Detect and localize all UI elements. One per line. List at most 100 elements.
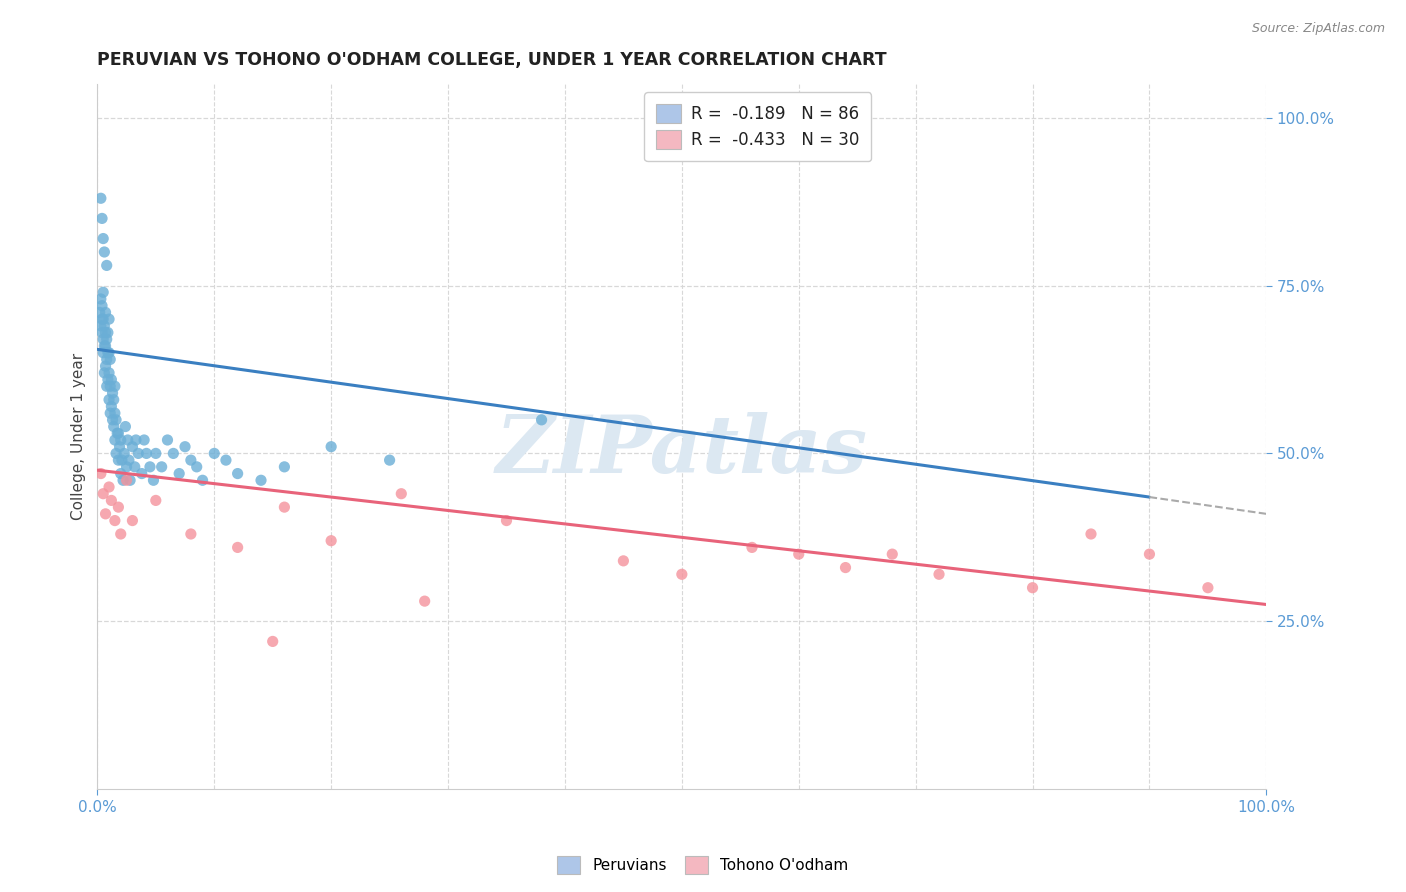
Point: [98, 379, 121, 393]
Point: [94, 359, 117, 373]
Point: [121, 514, 143, 528]
Point: [226, 541, 249, 555]
Point: [112, 473, 135, 487]
Text: ZIPatlas: ZIPatlas: [496, 412, 868, 490]
Point: [142, 473, 165, 487]
Point: [91, 345, 114, 359]
Point: [104, 514, 127, 528]
Point: [121, 440, 143, 454]
Point: [101, 386, 124, 401]
Point: [495, 514, 517, 528]
Point: [671, 567, 693, 582]
Point: [1021, 581, 1043, 595]
Point: [93, 366, 115, 380]
Point: [100, 493, 122, 508]
Point: [530, 413, 553, 427]
Point: [186, 459, 208, 474]
Point: [93, 318, 115, 333]
Point: [100, 373, 122, 387]
Point: [97, 326, 120, 340]
Point: [104, 379, 127, 393]
Point: [111, 453, 134, 467]
Point: [250, 473, 273, 487]
Point: [103, 419, 125, 434]
Point: [273, 500, 295, 515]
Point: [96, 379, 118, 393]
Point: [202, 446, 225, 460]
Point: [107, 426, 129, 441]
Point: [191, 473, 214, 487]
Point: [89, 305, 111, 319]
Text: PERUVIAN VS TOHONO O'ODHAM COLLEGE, UNDER 1 YEAR CORRELATION CHART: PERUVIAN VS TOHONO O'ODHAM COLLEGE, UNDE…: [97, 51, 887, 69]
Point: [91, 211, 114, 226]
Point: [93, 339, 115, 353]
Point: [145, 493, 167, 508]
Point: [98, 480, 121, 494]
Point: [787, 547, 810, 561]
Point: [90, 318, 112, 333]
Point: [91, 231, 114, 245]
Point: [273, 459, 295, 474]
Point: [1080, 527, 1102, 541]
Point: [226, 467, 249, 481]
Point: [131, 467, 153, 481]
Point: [321, 440, 343, 454]
Point: [262, 634, 284, 648]
Point: [98, 345, 121, 359]
Point: [90, 467, 112, 481]
Point: [215, 453, 238, 467]
Point: [110, 527, 132, 541]
Point: [107, 500, 129, 515]
Point: [105, 426, 128, 441]
Point: [98, 406, 121, 420]
Point: [97, 373, 120, 387]
Point: [101, 413, 124, 427]
Point: [120, 473, 142, 487]
Point: [91, 332, 114, 346]
Point: [1197, 581, 1219, 595]
Point: [98, 366, 121, 380]
Point: [139, 459, 162, 474]
Point: [91, 486, 114, 500]
Point: [98, 312, 121, 326]
Point: [104, 406, 127, 420]
Point: [127, 446, 149, 460]
Point: [150, 459, 173, 474]
Point: [115, 473, 138, 487]
Point: [928, 567, 950, 582]
Y-axis label: College, Under 1 year: College, Under 1 year: [72, 353, 86, 520]
Point: [96, 332, 118, 346]
Point: [97, 345, 120, 359]
Point: [105, 413, 128, 427]
Point: [94, 339, 117, 353]
Point: [118, 453, 141, 467]
Point: [115, 459, 138, 474]
Point: [94, 305, 117, 319]
Point: [135, 446, 157, 460]
Point: [132, 433, 155, 447]
Point: [882, 547, 904, 561]
Text: Source: ZipAtlas.com: Source: ZipAtlas.com: [1251, 22, 1385, 36]
Point: [94, 326, 117, 340]
Point: [110, 467, 132, 481]
Point: [156, 433, 179, 447]
Point: [93, 244, 115, 259]
Point: [96, 259, 118, 273]
Point: [741, 541, 763, 555]
Point: [91, 312, 114, 326]
Point: [100, 400, 122, 414]
Point: [98, 352, 121, 367]
Point: [174, 440, 197, 454]
Point: [389, 486, 412, 500]
Point: [91, 285, 114, 300]
Legend: Peruvians, Tohono O'odham: Peruvians, Tohono O'odham: [551, 850, 855, 880]
Point: [96, 352, 118, 367]
Point: [90, 191, 112, 205]
Point: [321, 533, 343, 548]
Point: [108, 440, 131, 454]
Point: [90, 292, 112, 306]
Point: [145, 446, 167, 460]
Point: [117, 433, 139, 447]
Point: [105, 446, 128, 460]
Point: [104, 433, 127, 447]
